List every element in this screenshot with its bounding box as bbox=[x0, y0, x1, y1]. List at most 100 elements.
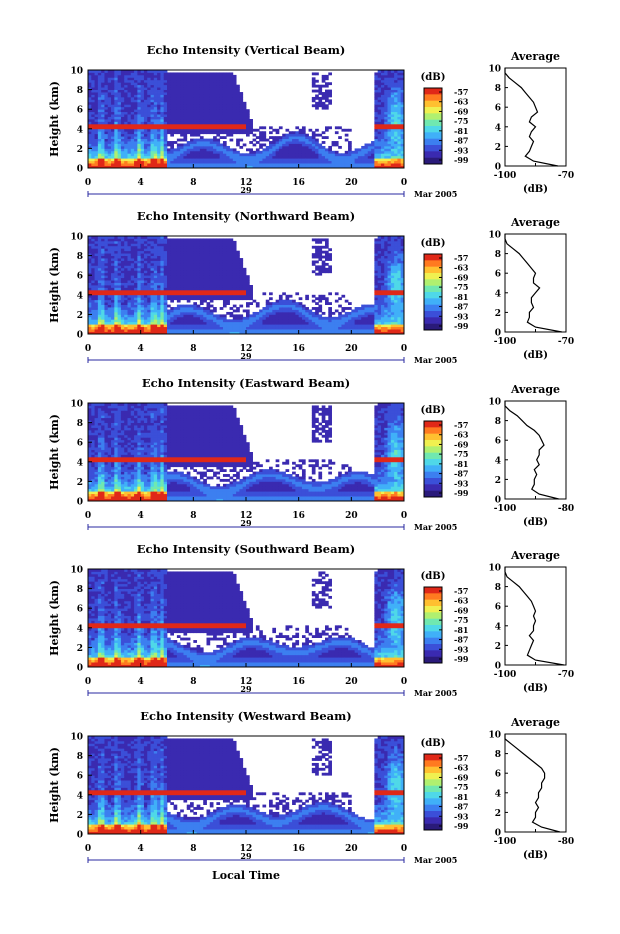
heatmap-cell bbox=[190, 317, 194, 320]
heatmap-cell bbox=[305, 314, 309, 317]
heatmap-cell bbox=[104, 317, 108, 320]
heatmap-cell bbox=[144, 119, 148, 122]
heatmap-cell bbox=[207, 287, 211, 290]
heatmap-cell bbox=[154, 238, 158, 241]
heatmap-cell bbox=[305, 295, 309, 298]
heatmap-cell bbox=[144, 80, 148, 83]
heatmap-cell bbox=[111, 292, 115, 295]
heatmap-cell bbox=[141, 324, 145, 327]
heatmap-cell bbox=[180, 307, 184, 310]
heatmap-cell bbox=[220, 131, 224, 134]
heatmap-cell bbox=[170, 287, 174, 290]
heatmap-cell bbox=[151, 109, 155, 112]
heatmap-cell bbox=[325, 258, 329, 261]
heatmap-cell bbox=[253, 134, 257, 137]
heatmap-cell bbox=[338, 163, 342, 166]
heatmap-cell bbox=[174, 121, 178, 124]
heatmap-cell bbox=[210, 290, 214, 293]
heatmap-cell bbox=[243, 285, 247, 288]
heatmap-cell bbox=[151, 261, 155, 264]
heatmap-cell bbox=[193, 297, 197, 300]
heatmap-cell bbox=[213, 77, 217, 80]
heatmap-cell bbox=[335, 163, 339, 166]
heatmap-cell bbox=[243, 104, 247, 107]
heatmap-cell bbox=[131, 327, 135, 330]
heatmap-cell bbox=[164, 80, 168, 83]
heatmap-cell bbox=[137, 305, 141, 308]
heatmap-cell bbox=[236, 322, 240, 325]
heatmap-cell bbox=[151, 310, 155, 313]
heatmap-cell bbox=[368, 153, 372, 156]
heatmap-cell bbox=[121, 95, 125, 98]
heatmap-cell bbox=[203, 324, 207, 327]
heatmap-cell bbox=[187, 77, 191, 80]
heatmap-cell bbox=[98, 112, 102, 115]
heatmap-cell bbox=[154, 300, 158, 303]
heatmap-cell bbox=[358, 161, 362, 164]
heatmap-cell bbox=[391, 99, 395, 102]
heatmap-cell bbox=[134, 310, 138, 313]
heatmap-cell bbox=[128, 270, 132, 273]
heatmap-cell bbox=[134, 327, 138, 330]
heatmap-cell bbox=[88, 102, 92, 105]
heatmap-cell bbox=[243, 317, 247, 320]
heatmap-cell bbox=[226, 77, 230, 80]
heatmap-cell bbox=[216, 241, 220, 244]
heatmap-cell bbox=[315, 161, 319, 164]
heatmap-cell bbox=[131, 305, 135, 308]
heatmap-cell bbox=[104, 139, 108, 142]
heatmap-cell bbox=[118, 248, 122, 251]
heatmap-cell bbox=[154, 85, 158, 88]
heatmap-cell bbox=[223, 156, 227, 159]
heatmap-cell bbox=[121, 305, 125, 308]
heatmap-cell bbox=[154, 95, 158, 98]
heatmap-cell bbox=[137, 146, 141, 149]
heatmap-cell bbox=[98, 104, 102, 107]
heatmap-cell bbox=[243, 117, 247, 120]
heatmap-cell bbox=[170, 141, 174, 144]
heatmap-cell bbox=[114, 310, 118, 313]
heatmap-cell bbox=[328, 95, 332, 98]
heatmap-cell bbox=[187, 114, 191, 117]
heatmap-cell bbox=[223, 153, 227, 156]
heatmap-cell bbox=[157, 163, 161, 166]
heatmap-cell bbox=[167, 117, 171, 120]
heatmap-cell bbox=[374, 148, 378, 151]
heatmap-cell bbox=[289, 151, 293, 154]
heatmap-cell bbox=[381, 90, 385, 93]
heatmap-cell bbox=[144, 241, 148, 244]
heatmap-cell bbox=[223, 246, 227, 249]
heatmap-cell bbox=[388, 148, 392, 151]
heatmap-cell bbox=[230, 270, 234, 273]
heatmap-cell bbox=[236, 327, 240, 330]
heatmap-cell bbox=[183, 295, 187, 298]
heatmap-cell bbox=[197, 139, 201, 142]
heatmap-cell bbox=[295, 161, 299, 164]
heatmap-cell bbox=[121, 134, 125, 137]
heatmap-cell bbox=[216, 248, 220, 251]
heatmap-cell bbox=[108, 163, 112, 166]
heatmap-cell bbox=[397, 163, 401, 166]
heatmap-cell bbox=[216, 285, 220, 288]
heatmap-cell bbox=[128, 114, 132, 117]
heatmap-cell bbox=[213, 87, 217, 90]
heatmap-cell bbox=[141, 109, 145, 112]
heatmap-cell bbox=[239, 292, 243, 295]
heatmap-cell bbox=[154, 275, 158, 278]
heatmap-cell bbox=[220, 124, 224, 127]
heatmap-cell bbox=[223, 77, 227, 80]
heatmap-cell bbox=[220, 156, 224, 159]
heatmap-cell bbox=[170, 246, 174, 249]
heatmap-cell bbox=[101, 85, 105, 88]
colorbar-tick-label: -75 bbox=[454, 116, 468, 126]
heatmap-cell bbox=[141, 305, 145, 308]
heatmap-cell bbox=[243, 107, 247, 110]
heatmap-cell bbox=[282, 310, 286, 313]
heatmap-cell bbox=[220, 87, 224, 90]
heatmap-cell bbox=[253, 163, 257, 166]
heatmap-cell bbox=[137, 268, 141, 271]
heatmap-cell bbox=[187, 109, 191, 112]
heatmap-cell bbox=[394, 97, 398, 100]
heatmap-cell bbox=[236, 124, 240, 127]
heatmap-cell bbox=[200, 82, 204, 85]
